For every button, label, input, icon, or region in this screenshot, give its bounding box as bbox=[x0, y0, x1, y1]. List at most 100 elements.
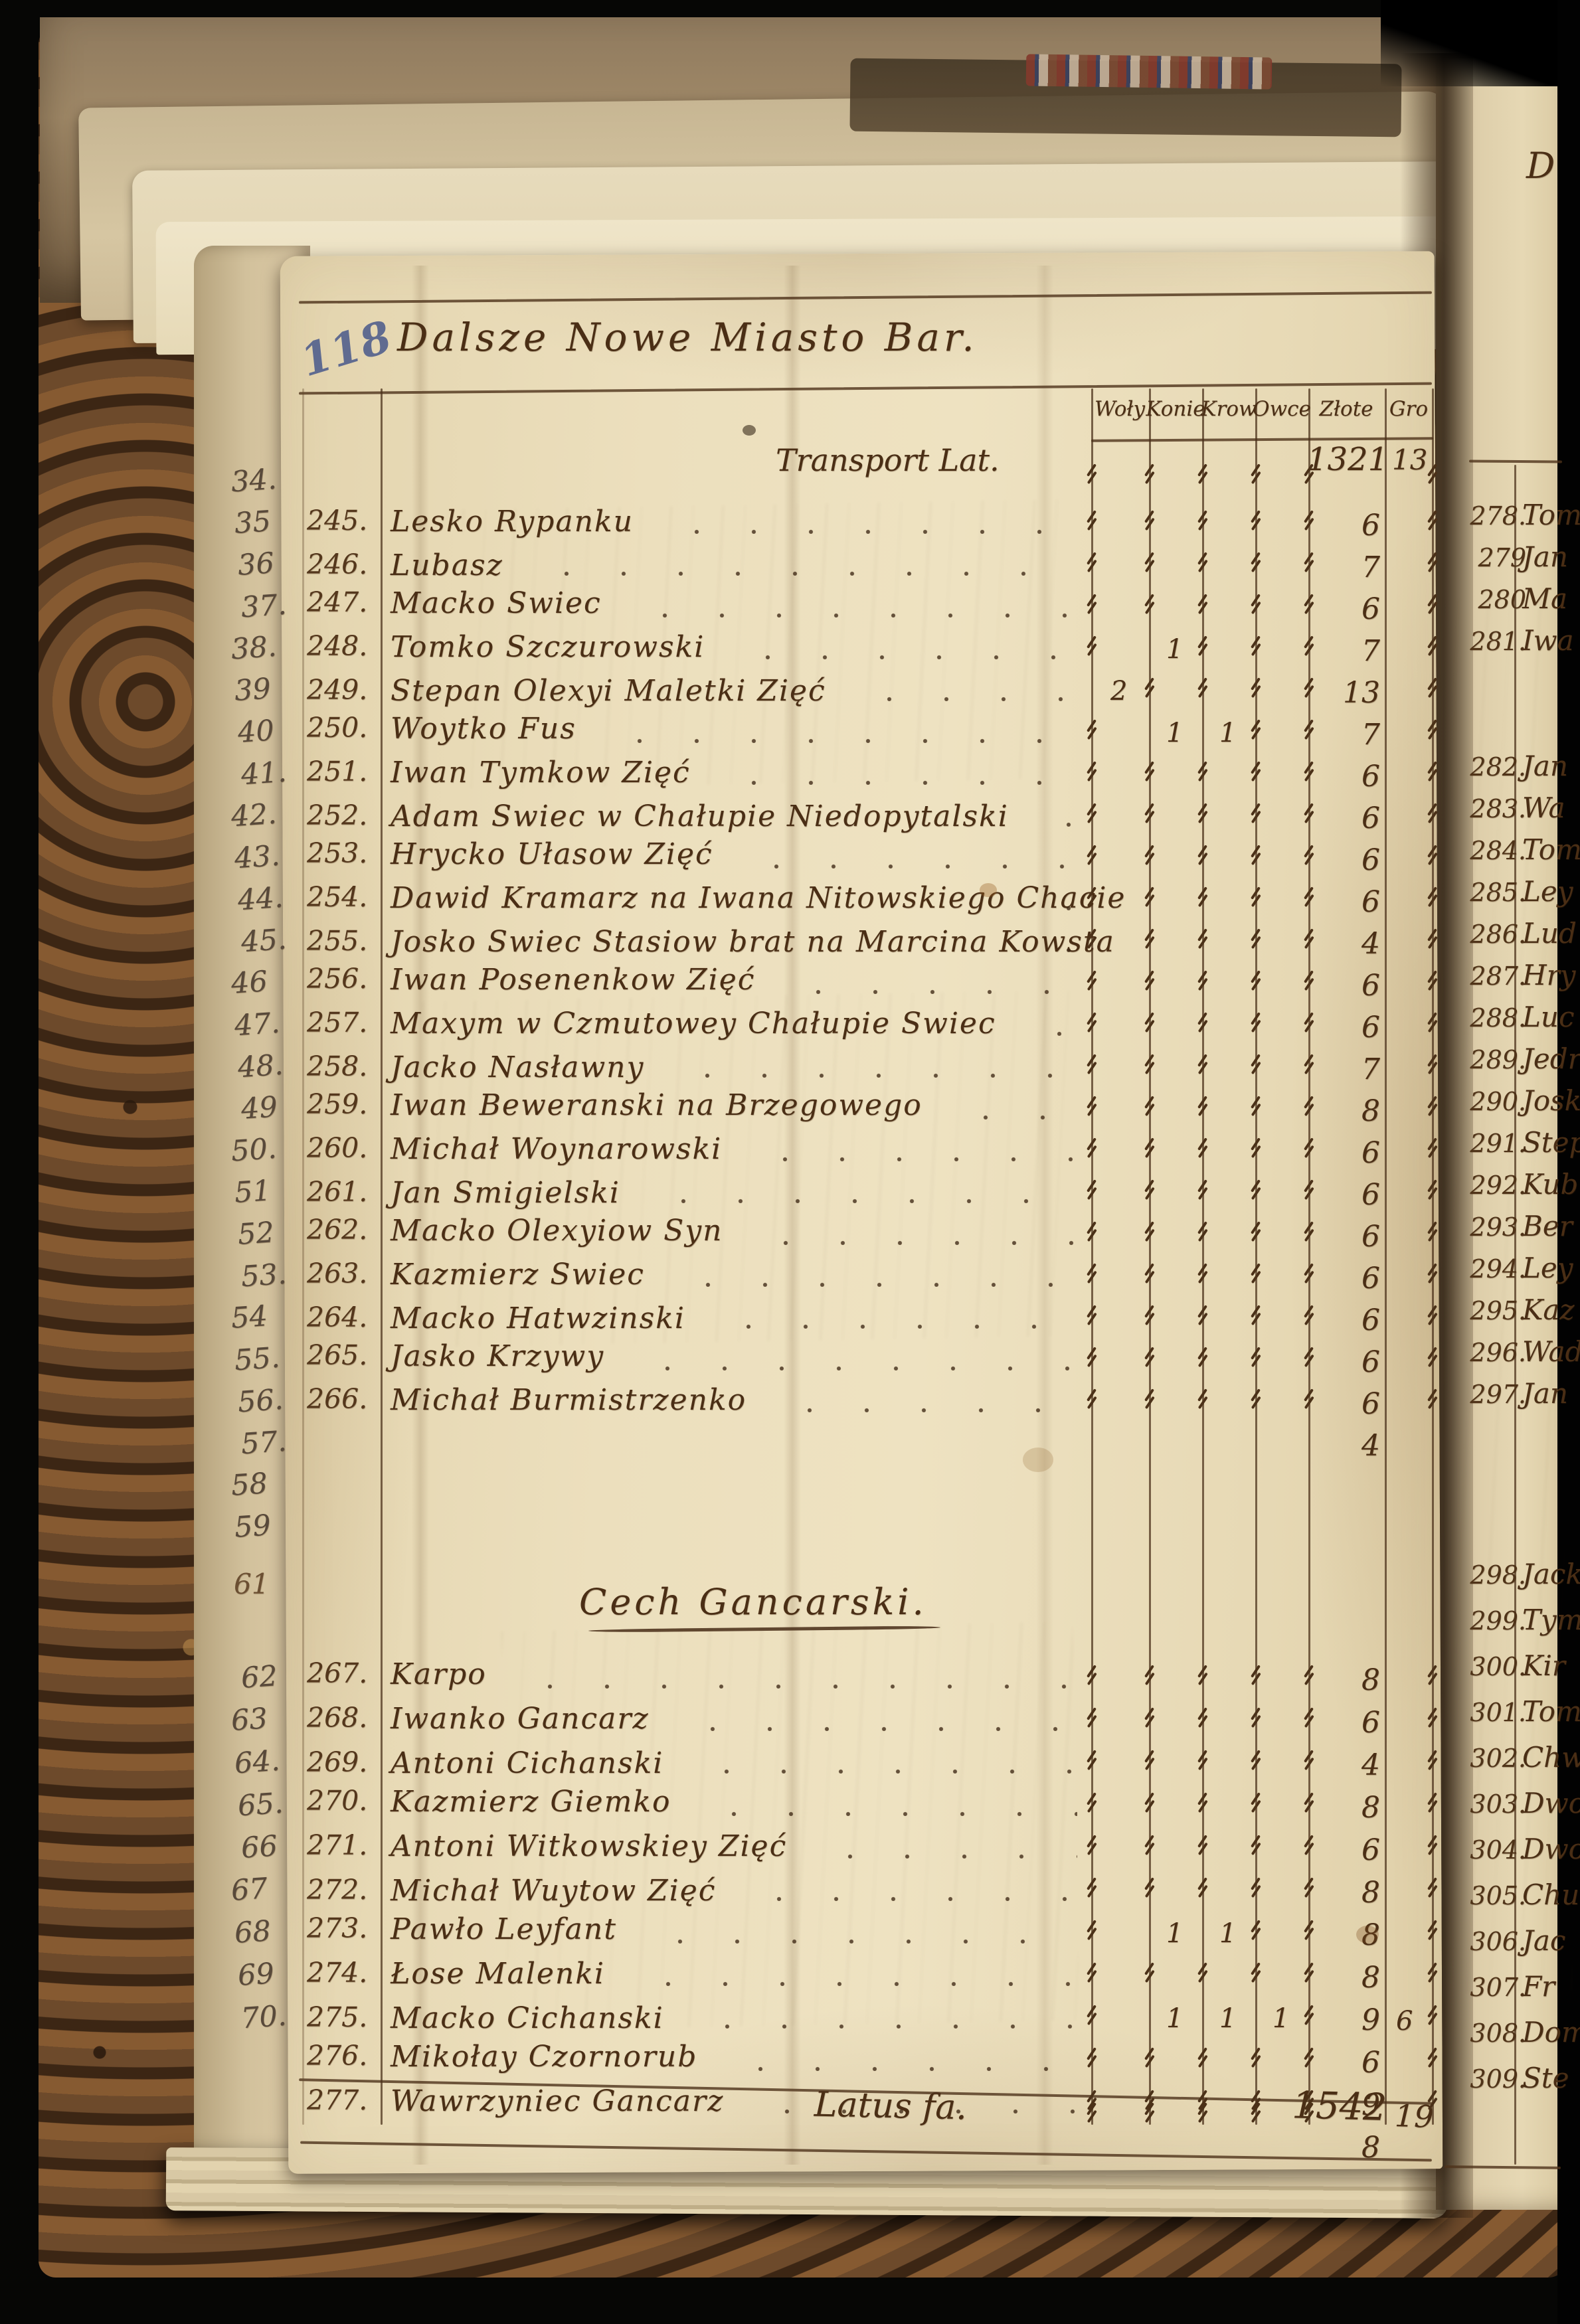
page-crease bbox=[1036, 266, 1053, 2165]
facing-entry-number: 280 bbox=[1478, 585, 1526, 614]
facing-entry-name-fragment: Fr bbox=[1522, 1970, 1555, 2003]
dotted-leader bbox=[675, 1280, 1077, 1287]
facing-entry-name-fragment: Iwa bbox=[1522, 624, 1574, 657]
margin-number: 38. bbox=[230, 629, 278, 667]
margin-number: 34. bbox=[230, 462, 278, 499]
facing-entry-name-fragment: Tom bbox=[1522, 499, 1580, 531]
zlote-value: 6 bbox=[1361, 1345, 1380, 1379]
margin-number: 56. bbox=[236, 1382, 285, 1420]
entry-number: 272. bbox=[307, 1874, 368, 1906]
rule-top-rule bbox=[299, 291, 1432, 304]
entry-name: Wawrzyniec Gancarz bbox=[391, 2084, 725, 2118]
facing-entry-number: 292. bbox=[1470, 1171, 1526, 1200]
margin-number: 64. bbox=[233, 1744, 282, 1781]
dotted-leader bbox=[607, 736, 1077, 743]
dotted-leader bbox=[753, 1238, 1077, 1245]
dotted-leader bbox=[1036, 904, 1077, 910]
livestock-count-konie: 1 bbox=[1166, 718, 1184, 748]
zlote-value: 7 bbox=[1361, 634, 1380, 668]
dotted-leader bbox=[777, 1406, 1077, 1412]
rule-facing-top-rule bbox=[1468, 459, 1563, 463]
entry-name: Tomko Szczurowski bbox=[391, 630, 705, 664]
dotted-leader bbox=[651, 1197, 1077, 1203]
dotted-leader bbox=[786, 987, 1077, 994]
facing-entry-number: 281. bbox=[1470, 627, 1526, 656]
facing-entry-name-fragment: Wad bbox=[1522, 1335, 1580, 1368]
facing-entry-name-fragment: Kub bbox=[1522, 1168, 1579, 1201]
entry-name: Lubasz bbox=[391, 548, 503, 582]
facing-entry-number: 287. bbox=[1470, 961, 1526, 991]
entry-name: Łose Malenki bbox=[391, 1957, 605, 1991]
entry-number: 267. bbox=[307, 1657, 368, 1689]
entry-number: 262. bbox=[307, 1214, 368, 1246]
entry-number: 274. bbox=[307, 1957, 368, 1989]
facing-entry-name-fragment: Josk bbox=[1522, 1084, 1580, 1117]
margin-number: 62 bbox=[240, 1659, 279, 1695]
section-heading: Cech Gancarski. bbox=[579, 1581, 927, 1623]
entry-name: Kazmierz Giemko bbox=[391, 1785, 671, 1819]
entry-name: Iwan Beweranski na Brzegowego bbox=[391, 1088, 922, 1122]
entry-name: Macko Swiec bbox=[391, 586, 602, 620]
entry-name: Macko Hatwzinski bbox=[391, 1301, 685, 1335]
paper-stain bbox=[1356, 1926, 1379, 1944]
facing-entry-number: 291. bbox=[1470, 1129, 1526, 1158]
dotted-leader bbox=[636, 1979, 1077, 1986]
entry-number: 261. bbox=[307, 1176, 368, 1208]
margin-number: 67 bbox=[230, 1872, 269, 1908]
entry-number: 250. bbox=[307, 712, 368, 744]
zlote-value: 6 bbox=[1361, 885, 1380, 919]
column-rule bbox=[1308, 388, 1310, 2125]
entry-number: 266. bbox=[307, 1383, 368, 1415]
zlote-value: 6 bbox=[1361, 801, 1380, 835]
entry-number: 251. bbox=[307, 756, 368, 788]
margin-number: 43. bbox=[233, 839, 282, 876]
livestock-count-konie: 1 bbox=[1166, 1918, 1184, 1949]
margin-number: 51 bbox=[233, 1174, 272, 1210]
entry-name: Michał Woynarowski bbox=[391, 1132, 723, 1166]
zlote-value: 6 bbox=[1361, 2046, 1380, 2080]
entry-name: Macko Cichanski bbox=[391, 2001, 664, 2035]
transport-gro-total: 13 bbox=[1392, 444, 1428, 476]
margin-number: 37. bbox=[240, 588, 288, 625]
facing-entry-number: 295. bbox=[1470, 1296, 1526, 1325]
facing-entry-number: 284. bbox=[1470, 836, 1526, 865]
margin-number: 36 bbox=[236, 546, 276, 582]
zlote-value: 6 bbox=[1361, 1706, 1380, 1740]
entry-number: 276. bbox=[307, 2040, 368, 2072]
entry-number: 265. bbox=[307, 1339, 368, 1371]
entry-number: 249. bbox=[307, 674, 368, 706]
entry-number: 257. bbox=[307, 1007, 368, 1038]
facing-entry-name-fragment: Step bbox=[1522, 1126, 1580, 1159]
rule-title-rule bbox=[299, 382, 1432, 395]
dotted-leader bbox=[517, 1682, 1077, 1689]
zlote-value: 6 bbox=[1361, 1178, 1380, 1212]
zlote-value: 6 bbox=[1361, 1136, 1380, 1170]
entry-number: 273. bbox=[307, 1912, 368, 1944]
dotted-leader bbox=[754, 2107, 1077, 2114]
entry-name: Iwan Posenenkow Zięć bbox=[391, 963, 756, 997]
margin-number: 49 bbox=[240, 1090, 279, 1126]
page-crease bbox=[412, 266, 429, 2165]
entry-number: 259. bbox=[307, 1088, 368, 1120]
facing-entry-number: 303. bbox=[1470, 1789, 1526, 1819]
facing-entry-name-fragment: Ley bbox=[1522, 875, 1573, 908]
zlote-value: 8 bbox=[1361, 1663, 1380, 1697]
facing-entry-name-fragment: Jan bbox=[1522, 1377, 1568, 1410]
facing-entry-name-fragment: Tom bbox=[1522, 833, 1580, 866]
facing-entry-name-fragment: Jan bbox=[1522, 750, 1568, 782]
zlote-value: 8 bbox=[1361, 1918, 1380, 1952]
rule-facing-bottom-rule bbox=[1444, 2165, 1561, 2169]
entry-name: Josko Swiec Stasiow brat na Marcina Kows… bbox=[391, 925, 1115, 959]
facing-entry-number: 289. bbox=[1470, 1045, 1526, 1074]
entry-number: 246. bbox=[307, 548, 368, 580]
zlote-value: 8 bbox=[1361, 1876, 1380, 1910]
dotted-leader bbox=[664, 527, 1077, 534]
column-rule bbox=[1149, 388, 1151, 2125]
zlote-value: 6 bbox=[1361, 592, 1380, 626]
dotted-leader bbox=[752, 1155, 1077, 1161]
column-rule bbox=[1255, 388, 1257, 2125]
margin-number: 44. bbox=[236, 880, 285, 918]
entry-number: 269. bbox=[307, 1746, 368, 1778]
facing-entry-name-fragment: Ley bbox=[1522, 1252, 1573, 1284]
zlote-value: 6 bbox=[1361, 760, 1380, 793]
